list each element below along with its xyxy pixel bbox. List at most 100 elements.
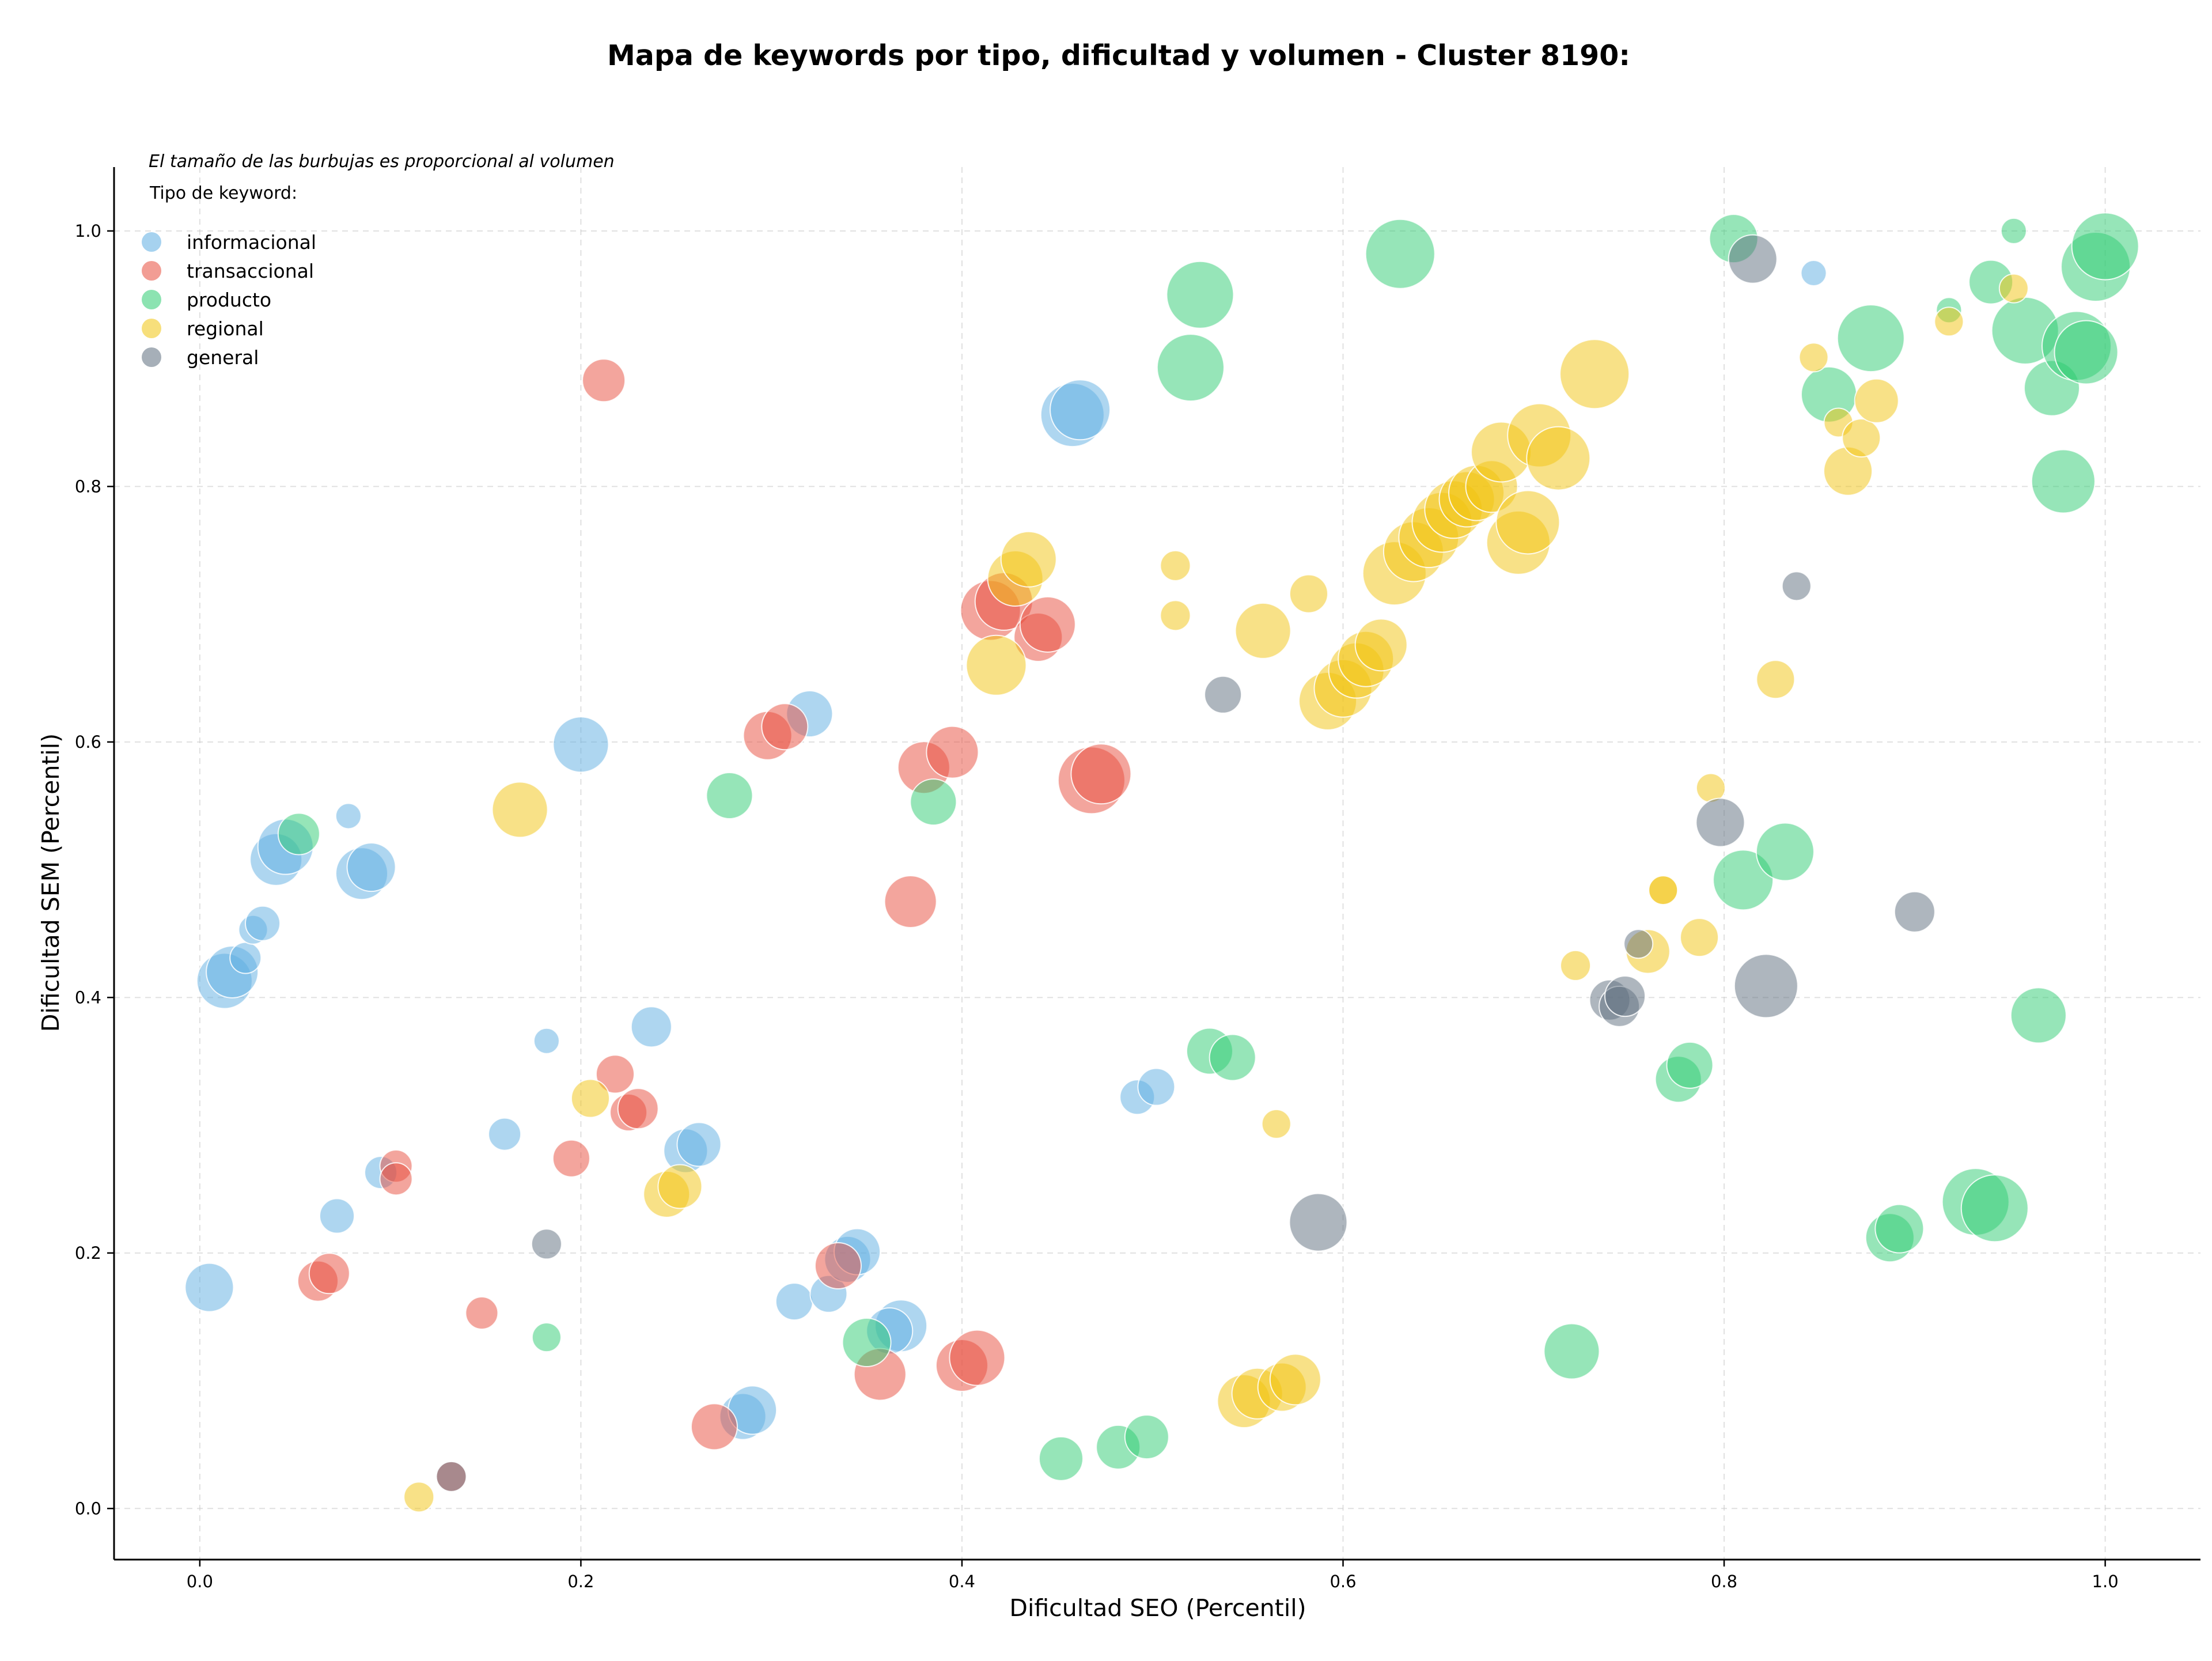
- bubble-producto: [2010, 987, 2067, 1044]
- bubble-regional: [491, 781, 548, 838]
- bubble-informacional: [676, 1122, 722, 1167]
- bubble-producto: [1755, 822, 1815, 881]
- bubble-regional: [1998, 273, 2029, 304]
- x-tick-label: 0.4: [949, 1572, 975, 1591]
- bubble-regional: [1160, 600, 1191, 631]
- bubble-producto: [1836, 304, 1905, 373]
- bubble-producto: [531, 1322, 562, 1353]
- y-tick-label: 0.6: [75, 732, 101, 752]
- y-axis-ticks: 0.0 0.2 0.4 0.6 0.8 1.0: [75, 221, 114, 1518]
- legend-title: Tipo de keyword:: [149, 183, 297, 203]
- bubble-regional: [1798, 342, 1829, 373]
- legend-label-informacional: informacional: [187, 231, 316, 253]
- bubble-transaccional: [926, 725, 979, 779]
- bubble-general: [1728, 234, 1778, 284]
- legend-label-producto: producto: [187, 289, 271, 311]
- bubble-regional: [1648, 875, 1679, 906]
- bubble-regional: [1934, 307, 1964, 337]
- legend-marker-transaccional: [142, 261, 161, 281]
- bubble-transaccional: [552, 1139, 590, 1178]
- legend-label-general: general: [187, 346, 259, 369]
- bubble-general: [1733, 954, 1798, 1019]
- bubble-transaccional: [379, 1162, 413, 1196]
- bubble-transaccional: [1070, 743, 1132, 805]
- x-tick-label: 0.2: [567, 1572, 594, 1591]
- bubble-transaccional: [465, 1296, 499, 1330]
- bubble-informacional: [346, 842, 396, 892]
- x-axis-label: Dificultad SEO (Percentil): [1009, 1594, 1306, 1622]
- bubble-regional: [403, 1481, 435, 1513]
- bubble-regional: [1234, 602, 1291, 659]
- bubble-regional: [1680, 918, 1719, 958]
- x-tick-label: 1.0: [2092, 1572, 2119, 1591]
- y-tick-label: 0.0: [75, 1499, 101, 1518]
- bubble-producto: [2031, 449, 2096, 514]
- y-axis-label: Dificultad SEM (Percentil): [37, 733, 65, 1032]
- legend: informacional transaccional producto region…: [142, 231, 316, 369]
- bubble-informacional: [630, 1006, 672, 1048]
- bubble-producto: [1960, 1174, 2029, 1243]
- legend-marker-general: [142, 347, 161, 367]
- bubble-general: [1695, 797, 1745, 847]
- bubble-producto: [1166, 260, 1234, 329]
- chart-title: Mapa de keywords por tipo, dificultad y …: [607, 39, 1630, 72]
- bubble-producto: [1543, 1323, 1600, 1380]
- y-tick-label: 1.0: [75, 221, 101, 241]
- bubble-producto: [2071, 212, 2139, 281]
- bubble-regional: [1842, 418, 1881, 458]
- series-transaccional: [297, 358, 1132, 1492]
- bubble-producto: [277, 812, 320, 856]
- bubble-transaccional: [308, 1253, 350, 1295]
- bubble-transaccional: [884, 875, 937, 929]
- x-axis-ticks: 0.0 0.2 0.4 0.6 0.8 1.0: [187, 1560, 2119, 1591]
- bubble-regional: [1000, 531, 1057, 588]
- bubble-producto: [1874, 1204, 1925, 1254]
- bubble-producto: [706, 771, 753, 819]
- bubble-informacional: [1800, 260, 1827, 287]
- bubble-general: [1893, 891, 1936, 933]
- bubbles-layer: [184, 212, 2139, 1513]
- bubble-informacional: [1050, 379, 1111, 441]
- bubble-size-note: El tamaño de las burbujas es proporciona…: [149, 152, 615, 172]
- bubble-regional: [1495, 490, 1560, 555]
- bubble-informacional: [319, 1198, 355, 1234]
- bubble-producto: [1713, 849, 1774, 911]
- bubble-regional: [1756, 660, 1796, 699]
- bubble-producto: [910, 778, 957, 826]
- bubble-informacional: [229, 941, 262, 974]
- bubble-producto: [1209, 1034, 1256, 1081]
- x-tick-label: 0.8: [1711, 1572, 1737, 1591]
- bubble-producto: [1124, 1414, 1169, 1460]
- bubble-informacional: [488, 1117, 522, 1151]
- bubble-informacional: [552, 716, 609, 773]
- bubble-informacional: [775, 1282, 813, 1321]
- legend-label-transaccional: transaccional: [187, 260, 314, 282]
- bubble-producto: [1365, 218, 1435, 289]
- bubble-informacional: [1137, 1068, 1176, 1106]
- x-tick-label: 0.6: [1330, 1572, 1356, 1591]
- bubble-informacional: [184, 1262, 234, 1312]
- bubble-general: [531, 1228, 562, 1260]
- y-tick-label: 0.4: [75, 987, 101, 1007]
- bubble-transaccional: [761, 703, 809, 751]
- bubble-general: [1604, 975, 1646, 1017]
- bubble-informacional: [335, 803, 362, 830]
- bubble-producto: [1666, 1041, 1714, 1089]
- bubble-transaccional: [582, 358, 626, 403]
- bubble-regional: [1526, 426, 1591, 491]
- series-general: [435, 234, 1936, 1492]
- bubble-general: [1781, 571, 1812, 601]
- legend-marker-producto: [142, 290, 161, 309]
- bubble-regional: [1269, 1353, 1321, 1406]
- x-tick-label: 0.0: [187, 1572, 213, 1591]
- y-tick-label: 0.8: [75, 476, 101, 496]
- bubble-regional: [1160, 550, 1191, 581]
- bubble-general: [1204, 675, 1243, 714]
- bubble-producto: [2000, 217, 2027, 244]
- bubble-transaccional: [1019, 596, 1076, 653]
- bubble-regional: [965, 634, 1027, 696]
- bubble-regional: [1354, 618, 1408, 672]
- series-regional: [403, 273, 2029, 1513]
- bubble-producto: [1156, 334, 1225, 402]
